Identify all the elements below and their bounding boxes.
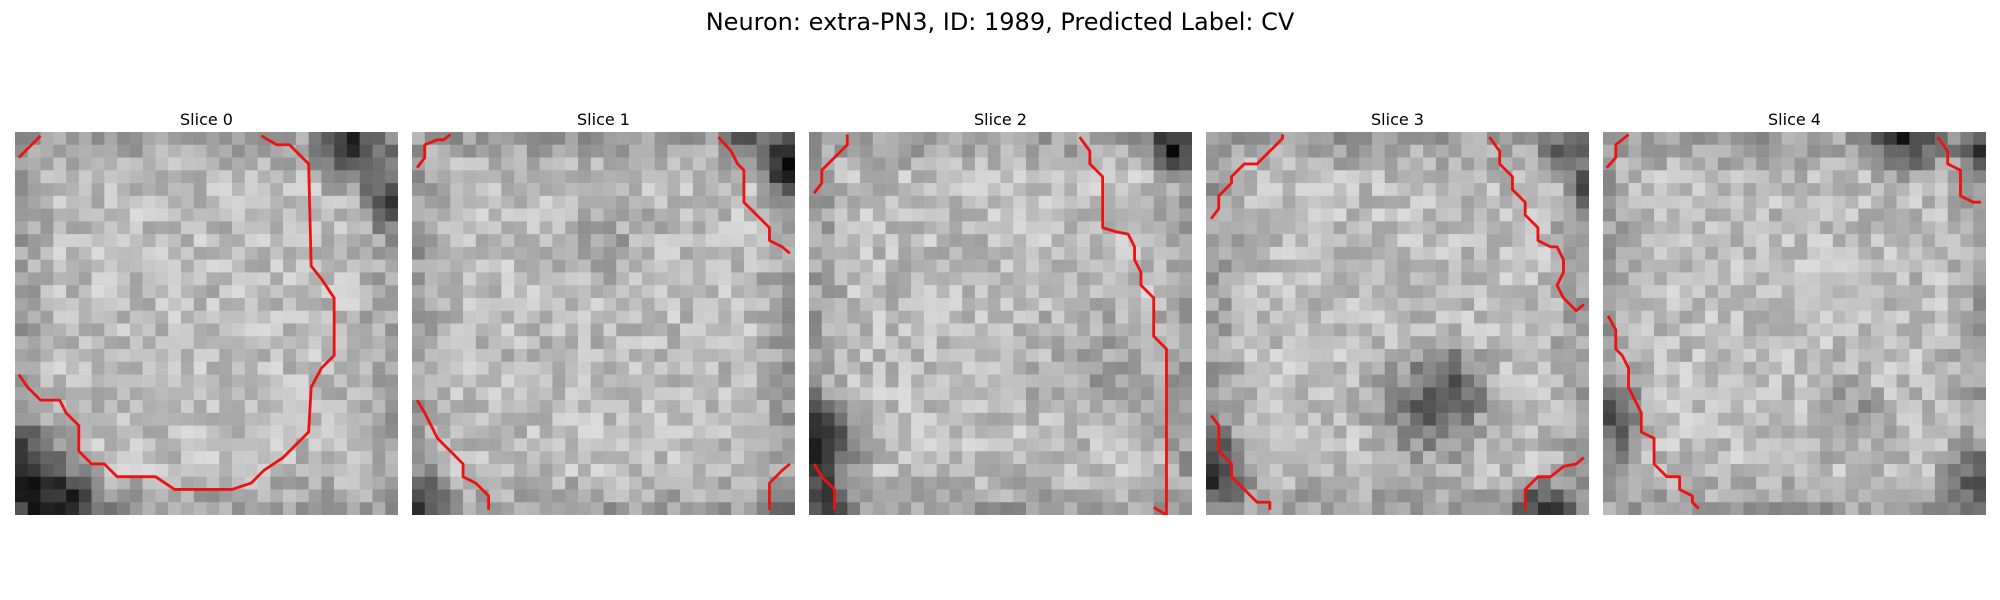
- contour-line: [1605, 133, 1630, 169]
- slice-title-0: Slice 0: [180, 110, 233, 129]
- contour-line: [812, 134, 849, 195]
- grayscale-pixels: [809, 132, 1192, 515]
- slice-title-4: Slice 4: [1768, 110, 1821, 129]
- contour-line: [1936, 136, 1981, 204]
- slice-panel-3: Slice 3: [1206, 108, 1589, 515]
- contour-line: [1488, 136, 1585, 313]
- contour-lines: [415, 133, 791, 510]
- contour-line: [768, 462, 791, 510]
- slice-panel-0: Slice 0: [15, 108, 398, 515]
- slice-image-0: [15, 132, 398, 515]
- contour-line: [1209, 134, 1285, 220]
- grayscale-pixels: [15, 132, 398, 515]
- figure-title: Neuron: extra-PN3, ID: 1989, Predicted L…: [705, 8, 1295, 36]
- contour-line: [1523, 456, 1585, 510]
- contour-line: [1209, 414, 1272, 510]
- slice-panel-2: Slice 2: [809, 108, 1192, 515]
- slice-panel-4: Slice 4: [1603, 108, 1986, 515]
- slice-title-3: Slice 3: [1371, 110, 1424, 129]
- contour-line: [415, 133, 452, 169]
- contour-line: [717, 136, 791, 255]
- contour-line: [17, 134, 42, 159]
- contour-lines: [1209, 134, 1585, 510]
- contour-lines: [1605, 133, 1981, 510]
- contour-line: [1606, 315, 1700, 510]
- slice-title-2: Slice 2: [974, 110, 1027, 129]
- contour-line: [812, 463, 836, 510]
- slice-image-3: [1206, 132, 1589, 515]
- slice-panel-1: Slice 1: [412, 108, 795, 515]
- grayscale-pixels: [1603, 132, 1986, 515]
- grayscale-pixels: [412, 132, 795, 515]
- contour-line: [17, 134, 336, 491]
- contour-line: [415, 399, 491, 510]
- contour-lines: [17, 134, 336, 491]
- contour-lines: [812, 134, 1168, 515]
- contour-line: [1078, 136, 1168, 515]
- slice-image-1: [412, 132, 795, 515]
- slice-image-4: [1603, 132, 1986, 515]
- slice-title-1: Slice 1: [577, 110, 630, 129]
- slice-image-2: [809, 132, 1192, 515]
- grayscale-pixels: [1206, 132, 1589, 515]
